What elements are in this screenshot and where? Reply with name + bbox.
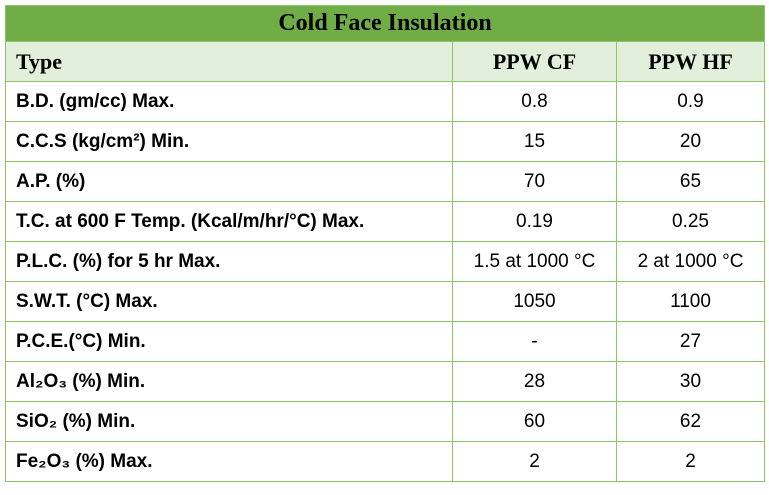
- data-row: T.C. at 600 F Temp. (Kcal/m/hr/°C) Max. 0…: [5, 201, 765, 242]
- table-title: Cold Face Insulation: [5, 5, 765, 42]
- data-row: Al₂O₃ (%) Min. 28 30: [5, 361, 765, 402]
- value-cell: 70: [452, 161, 617, 202]
- value-cell: 2: [452, 441, 617, 482]
- property-label: T.C. at 600 F Temp. (Kcal/m/hr/°C) Max.: [5, 201, 453, 242]
- property-label: Fe₂O₃ (%) Max.: [5, 441, 453, 482]
- value-cell: 0.25: [616, 201, 765, 242]
- value-cell: -: [452, 321, 617, 362]
- data-row: A.P. (%) 70 65: [5, 161, 765, 202]
- data-row: C.C.S (kg/cm²) Min. 15 20: [5, 121, 765, 162]
- value-cell: 1.5 at 1000 °C: [452, 241, 617, 282]
- value-cell: 65: [616, 161, 765, 202]
- value-cell: 0.19: [452, 201, 617, 242]
- value-cell: 27: [616, 321, 765, 362]
- value-cell: 30: [616, 361, 765, 402]
- data-row: P.C.E.(°C) Min. -27: [5, 321, 765, 362]
- value-cell: 0.9: [616, 81, 765, 122]
- header-cell: PPW HF: [616, 41, 765, 82]
- property-label: C.C.S (kg/cm²) Min.: [5, 121, 453, 162]
- header-cell: Type: [5, 41, 453, 82]
- value-cell: 0.8: [452, 81, 617, 122]
- value-cell: 2: [616, 441, 765, 482]
- title-row: Cold Face Insulation: [5, 5, 765, 42]
- value-cell: 20: [616, 121, 765, 162]
- property-label: SiO₂ (%) Min.: [5, 401, 453, 442]
- property-label: Al₂O₃ (%) Min.: [5, 361, 453, 402]
- table-container: Cold Face Insulation Type PPW CF PPW HF B.D…: [5, 5, 765, 482]
- property-label: S.W.T. (°C) Max.: [5, 281, 453, 322]
- value-cell: 62: [616, 401, 765, 442]
- value-cell: 15: [452, 121, 617, 162]
- property-label: A.P. (%): [5, 161, 453, 202]
- header-row: Type PPW CF PPW HF: [5, 41, 765, 82]
- value-cell: 28: [452, 361, 617, 402]
- value-cell: 60: [452, 401, 617, 442]
- value-cell: 1050: [452, 281, 617, 322]
- property-label: B.D. (gm/cc) Max.: [5, 81, 453, 122]
- property-label: P.L.C. (%) for 5 hr Max.: [5, 241, 453, 282]
- value-cell: 2 at 1000 °C: [616, 241, 765, 282]
- data-row: SiO₂ (%) Min. 60 62: [5, 401, 765, 442]
- value-cell: 1100: [616, 281, 765, 322]
- data-row: B.D. (gm/cc) Max. 0.8 0.9: [5, 81, 765, 122]
- header-cell: PPW CF: [452, 41, 617, 82]
- spec-table: Cold Face Insulation Type PPW CF PPW HF B.D…: [5, 5, 765, 482]
- table-body: Cold Face Insulation Type PPW CF PPW HF B.D…: [5, 5, 765, 482]
- data-row: Fe₂O₃ (%) Max. 2 2: [5, 441, 765, 482]
- property-label: P.C.E.(°C) Min.: [5, 321, 453, 362]
- data-row: P.L.C. (%) for 5 hr Max. 1.5 at 1000 °C 2 …: [5, 241, 765, 282]
- data-row: S.W.T. (°C) Max. 1050 1100: [5, 281, 765, 322]
